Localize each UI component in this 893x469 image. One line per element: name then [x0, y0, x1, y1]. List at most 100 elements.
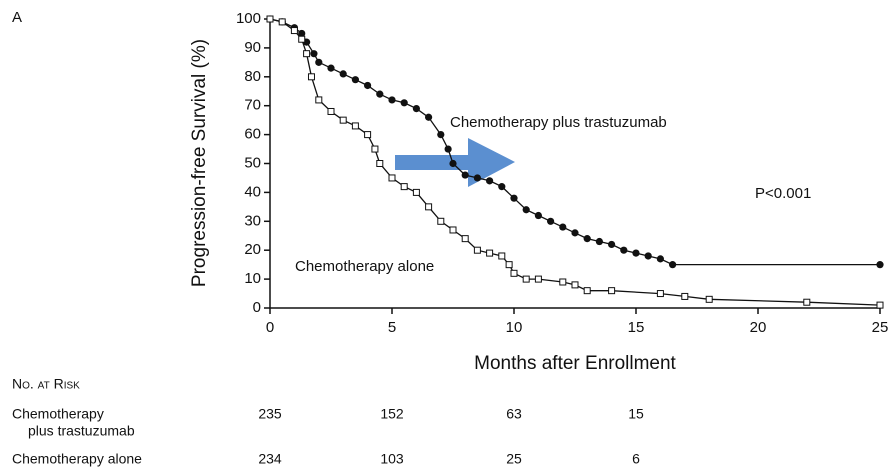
censor-marker [444, 145, 452, 153]
censor-marker [310, 50, 318, 58]
censor-marker [505, 261, 513, 269]
censor-marker [351, 76, 359, 84]
censor-marker [461, 171, 469, 179]
censor-marker [376, 90, 384, 98]
censor-marker [571, 229, 579, 237]
censor-marker [595, 237, 604, 246]
censor-marker [583, 235, 591, 243]
censor-marker [705, 295, 713, 303]
x-axis-label: Months after Enrollment [474, 353, 676, 374]
censor-marker [371, 145, 379, 153]
censor-marker [510, 269, 518, 277]
arrow-shaft [395, 155, 473, 170]
censor-marker [388, 96, 396, 104]
x-tick-label: 10 [506, 319, 523, 336]
censor-marker [449, 159, 457, 168]
censor-marker [473, 246, 481, 254]
y-tick-label: 10 [244, 270, 261, 287]
panel-label: A [12, 9, 22, 26]
censor-marker [298, 35, 306, 43]
censor-marker [486, 177, 494, 185]
censor-marker [327, 64, 335, 72]
censor-marker [534, 275, 542, 283]
censor-marker [608, 287, 616, 295]
censor-marker [400, 99, 408, 107]
censor-marker [278, 18, 286, 26]
censor-marker [303, 50, 311, 58]
annotation: P<0.001 [755, 185, 811, 202]
censor-marker [437, 217, 445, 225]
y-tick-label: 80 [244, 68, 261, 85]
censor-marker [473, 174, 481, 182]
risk-row-label: Chemotherapy [12, 406, 104, 422]
risk-table-title: No. at Risk [12, 376, 80, 392]
risk-count: 6 [632, 451, 640, 467]
risk-row-label: Chemotherapy alone [12, 451, 142, 467]
y-tick-label: 30 [244, 212, 261, 229]
censor-marker [644, 252, 652, 260]
survival-line [269, 18, 881, 306]
censor-marker [388, 174, 396, 182]
risk-count: 235 [258, 406, 282, 422]
censor-marker [437, 131, 445, 139]
censor-marker [583, 287, 591, 295]
arrow-head [468, 138, 515, 187]
censor-marker [669, 261, 677, 269]
censor-marker [425, 113, 433, 121]
x-tick-label: 15 [628, 319, 645, 336]
censor-marker [339, 116, 347, 124]
y-tick-label: 100 [236, 10, 261, 27]
censor-marker [656, 290, 664, 298]
censor-marker [559, 223, 567, 231]
y-axis-label: Progression-free Survival (%) [189, 39, 210, 287]
censor-marker [364, 81, 372, 90]
y-tick-label: 70 [244, 97, 261, 114]
censor-marker [608, 240, 616, 249]
risk-count: 15 [628, 406, 644, 422]
censor-marker [486, 249, 494, 257]
risk-count: 103 [380, 451, 404, 467]
censor-marker [498, 183, 506, 191]
censor-marker [315, 96, 323, 104]
annotation: Chemotherapy alone [295, 258, 434, 275]
censor-marker [351, 122, 359, 130]
censor-marker [449, 226, 457, 234]
x-tick-label: 5 [388, 319, 396, 336]
censor-marker [876, 261, 884, 269]
censor-marker [412, 188, 420, 196]
y-tick-label: 90 [244, 39, 261, 56]
x-tick-label: 0 [266, 319, 274, 336]
censor-marker [656, 255, 665, 263]
censor-marker [327, 107, 335, 115]
y-tick-label: 0 [253, 299, 261, 316]
survival-line [269, 18, 880, 266]
censor-marker [412, 104, 420, 113]
censor-marker [461, 235, 469, 243]
censor-marker [339, 70, 347, 78]
censor-marker [534, 211, 543, 220]
annotation: Chemotherapy plus trastuzumab [450, 114, 667, 131]
censor-marker [298, 29, 306, 38]
censor-marker [425, 203, 433, 211]
censor-marker [559, 278, 567, 286]
censor-marker [510, 194, 518, 202]
censor-marker [400, 183, 408, 191]
censor-marker [498, 252, 506, 260]
x-tick-label: 20 [750, 319, 767, 336]
censor-marker [522, 206, 530, 214]
censor-marker [376, 160, 384, 167]
risk-row-label: plus trastuzumab [28, 423, 135, 439]
y-tick-label: 60 [244, 126, 261, 143]
risk-count: 63 [506, 406, 522, 422]
y-tick-label: 50 [244, 154, 261, 171]
censor-marker [681, 292, 689, 300]
censor-marker [315, 58, 323, 66]
censor-marker [620, 246, 628, 254]
risk-count: 234 [258, 451, 282, 467]
censor-marker [876, 301, 884, 309]
censor-marker [632, 249, 640, 257]
censor-marker [571, 281, 579, 289]
censor-marker [522, 275, 530, 283]
censor-marker [266, 15, 274, 23]
